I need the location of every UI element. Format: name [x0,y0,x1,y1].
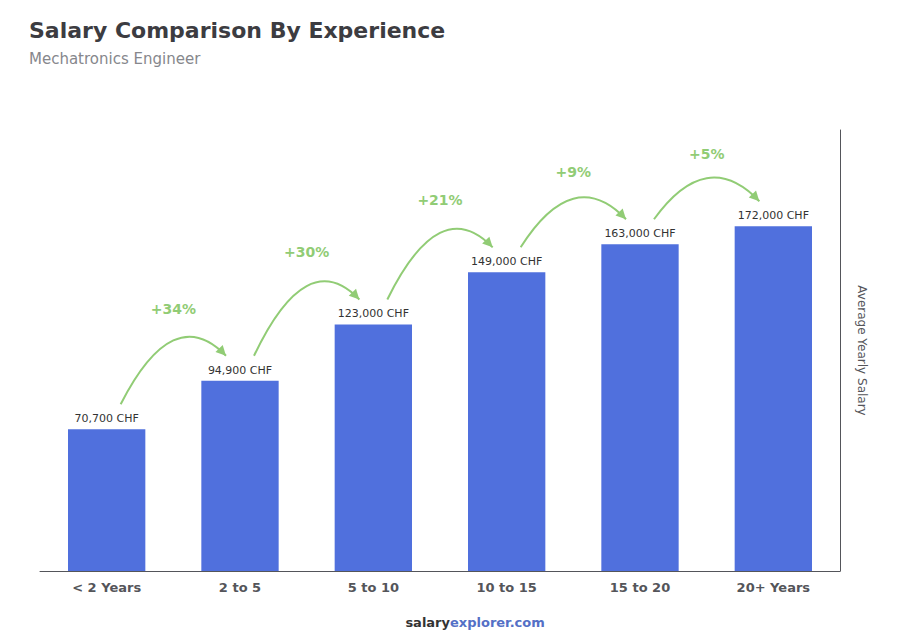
svg-text:Mechatronics Engineer: Mechatronics Engineer [29,50,201,68]
svg-text:10 to 15: 10 to 15 [476,580,536,595]
svg-text:149,000 CHF: 149,000 CHF [471,255,542,268]
svg-text:20+ Years: 20+ Years [737,580,811,595]
svg-text:70,700 CHF: 70,700 CHF [75,412,139,425]
svg-text:163,000 CHF: 163,000 CHF [604,227,675,240]
svg-text:Salary Comparison By Experienc: Salary Comparison By Experience [29,18,445,43]
svg-text:Average Yearly Salary: Average Yearly Salary [855,285,869,415]
svg-text:+5%: +5% [689,146,725,162]
svg-text:15 to 20: 15 to 20 [610,580,670,595]
svg-text:2 to 5: 2 to 5 [219,580,261,595]
svg-text:172,000 CHF: 172,000 CHF [738,209,809,222]
svg-text:+34%: +34% [151,301,196,317]
svg-text:+21%: +21% [417,192,462,208]
svg-text:123,000 CHF: 123,000 CHF [338,307,409,320]
svg-text:< 2 Years: < 2 Years [72,580,141,595]
svg-text:explorer.com: explorer.com [450,615,545,630]
svg-text:+30%: +30% [284,244,329,260]
svg-text:94,900 CHF: 94,900 CHF [208,364,272,377]
svg-text:salary: salary [405,615,450,630]
svg-text:+9%: +9% [556,164,592,180]
svg-text:5 to 10: 5 to 10 [348,580,399,595]
